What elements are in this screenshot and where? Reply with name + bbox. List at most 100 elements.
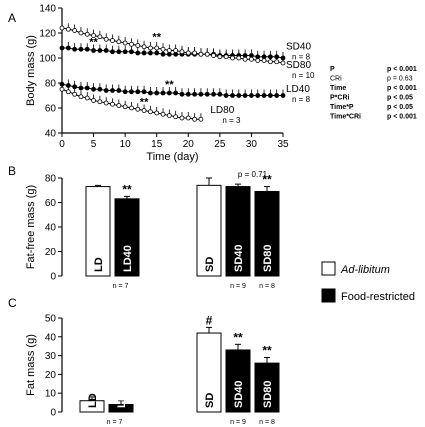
data-point [242, 93, 248, 98]
data-point [110, 88, 115, 93]
data-point [110, 101, 115, 107]
data-point [179, 91, 185, 97]
data-point [116, 39, 122, 45]
data-point [65, 89, 71, 95]
series-label: LD40 [286, 84, 310, 95]
data-point [103, 48, 109, 53]
bar-label: SD [204, 257, 216, 272]
data-point [91, 48, 96, 53]
data-point [217, 54, 223, 60]
n-label: n = 8 [259, 419, 275, 426]
y-tick-label: 0 [50, 408, 56, 419]
series-label: SD40 [286, 42, 311, 53]
data-point [84, 85, 90, 91]
data-point [236, 55, 242, 61]
n-label: n = 7 [107, 419, 123, 426]
stat-value: p < 0.001 [387, 114, 417, 121]
data-point [129, 41, 134, 47]
data-point [72, 84, 78, 90]
panel-a-line-chart: 40 60 80 100 120 140 0 5 10 15 20 25 30 35 Time (day) B… [25, 4, 417, 164]
bar-label: SD40 [233, 380, 245, 408]
data-point [192, 91, 198, 97]
data-point [97, 99, 103, 105]
data-point [110, 38, 115, 43]
data-point [97, 86, 103, 92]
bar-label: SD [204, 393, 216, 408]
legend-label: Food-restricted [341, 291, 415, 303]
y-tick-label: 10 [45, 389, 57, 400]
data-point [91, 33, 96, 38]
bar-group: LD LD40 n = 7 [79, 381, 134, 426]
y-tick-label: 20 [45, 370, 57, 381]
data-point [166, 48, 172, 53]
bar-label: SD40 [233, 244, 245, 272]
y-tick-label: 60 [45, 198, 57, 209]
data-point [173, 48, 179, 53]
data-point [116, 88, 122, 93]
data-point [154, 50, 160, 56]
data-point [84, 95, 90, 101]
bar-label: LD [93, 257, 105, 272]
data-point [267, 93, 273, 98]
data-point [129, 49, 134, 55]
bar-sd40 [225, 186, 251, 277]
data-point [154, 45, 160, 51]
data-point [122, 104, 128, 110]
stat-value: p < 0.001 [387, 85, 417, 92]
data-point [78, 85, 84, 91]
significance-mark: # [206, 313, 213, 327]
significance-mark: ** [262, 343, 272, 357]
data-point [97, 48, 103, 53]
significance-mark: ** [122, 182, 132, 196]
data-point [217, 91, 223, 97]
bar-ld [85, 186, 111, 277]
data-point [173, 90, 179, 96]
y-tick-label: 0 [50, 272, 56, 283]
y-tick-label: 60 [45, 104, 57, 115]
y-tick-label: 80 [45, 174, 57, 185]
data-point [59, 86, 65, 92]
data-point [129, 89, 134, 95]
data-point [72, 28, 78, 33]
data-point [280, 93, 286, 98]
bar-group: LD LD40 ** n = 7 [85, 182, 140, 290]
data-point [135, 43, 141, 48]
legend: Ad-libitum Food-restricted [321, 261, 415, 303]
x-tick-label: 0 [59, 139, 65, 150]
bar-group: SD SD40 SD80 ** n = 9 n = 8 p = 0.71 [196, 170, 280, 290]
data-point [274, 59, 280, 65]
data-point [135, 106, 141, 112]
panel-c-letter: C [8, 296, 17, 310]
data-point [185, 50, 191, 56]
data-point [84, 46, 90, 52]
series-n: n = 8 [292, 95, 311, 104]
data-point [166, 113, 172, 118]
x-tick-label: 25 [214, 139, 226, 150]
bar-label: SD80 [262, 380, 274, 408]
data-point [141, 89, 147, 95]
y-tick-label: 40 [45, 223, 57, 234]
series-label: SD80 [286, 60, 311, 71]
data-point [261, 93, 267, 98]
stat-value: p < 0.05 [387, 95, 413, 102]
data-point [230, 93, 235, 98]
data-point [135, 50, 141, 56]
data-point [122, 49, 128, 55]
data-point [141, 44, 147, 50]
significance-mark: ** [233, 330, 243, 344]
data-point [211, 91, 216, 97]
bar-sd40 [225, 349, 251, 413]
data-point [255, 58, 261, 63]
data-point [147, 90, 153, 96]
data-point [103, 100, 109, 106]
significance-mark: ** [165, 79, 174, 91]
data-point [185, 91, 191, 97]
bar-ld40 [114, 198, 140, 277]
n-label: n = 8 [259, 283, 275, 290]
stat-value: p = 0.63 [387, 76, 413, 83]
data-point [103, 36, 109, 42]
data-point [236, 93, 242, 98]
data-point [116, 103, 122, 108]
